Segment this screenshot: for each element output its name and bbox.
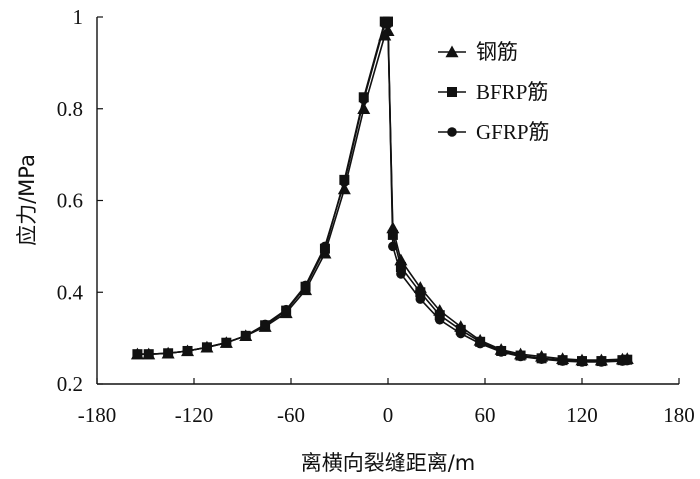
y-tick-label: 0.8 <box>57 97 83 121</box>
data-point <box>300 280 311 291</box>
x-tick-label: 0 <box>383 403 394 427</box>
series-triangle <box>130 24 634 366</box>
data-point <box>536 354 547 365</box>
data-point <box>260 319 270 330</box>
data-point <box>396 269 406 279</box>
legend-label: 钢筋 <box>476 40 518 64</box>
x-tick-label: -180 <box>78 403 117 427</box>
legend-label: GFRP筋 <box>476 120 550 144</box>
data-point <box>240 331 251 341</box>
data-point <box>496 347 506 357</box>
data-point <box>395 262 406 273</box>
data-point <box>415 287 426 298</box>
y-tick-label: 0.6 <box>57 189 83 213</box>
legend-marker <box>445 45 459 58</box>
x-tick-label: -60 <box>277 403 305 427</box>
data-point <box>132 349 143 359</box>
series-line <box>137 23 628 363</box>
series-line <box>137 28 628 361</box>
data-point <box>515 351 526 362</box>
x-tick-label: 180 <box>663 403 695 427</box>
data-point <box>320 241 330 252</box>
legend-marker <box>447 87 457 97</box>
legend-label: BFRP筋 <box>476 80 548 104</box>
x-tick-label: -120 <box>175 403 214 427</box>
data-point <box>221 337 232 348</box>
series-circle <box>132 19 633 367</box>
data-point <box>143 349 154 359</box>
data-point <box>596 357 607 367</box>
data-point <box>383 19 393 29</box>
series-square <box>132 16 633 367</box>
legend-marker <box>447 127 457 137</box>
data-point <box>202 342 212 353</box>
data-point <box>557 356 568 366</box>
data-point <box>281 304 291 315</box>
data-point <box>622 355 633 366</box>
y-axis-title: 应力/MPa <box>15 154 39 246</box>
x-tick-label: 120 <box>566 403 598 427</box>
data-point <box>358 94 369 105</box>
x-tick-label: 60 <box>475 403 496 427</box>
data-point <box>388 241 398 252</box>
series-group <box>130 16 634 367</box>
data-point <box>415 294 426 304</box>
y-tick-label: 1 <box>73 5 84 29</box>
y-tick-label: 0.4 <box>57 280 84 304</box>
data-point <box>577 357 587 367</box>
data-point <box>455 328 466 339</box>
data-point <box>182 346 193 356</box>
series-line <box>137 20 628 362</box>
y-tick-label: 0.2 <box>57 372 83 396</box>
legend: 钢筋 BFRP筋 GFRP筋 <box>438 40 550 144</box>
tick-labels: -180 -120 -60 0 60 120 180 0.2 0.4 0.6 0.8 1 <box>57 5 695 427</box>
data-point <box>163 348 173 359</box>
data-point <box>434 314 445 325</box>
x-axis-title: 离横向裂缝距离/m <box>301 451 476 475</box>
data-point <box>475 338 485 349</box>
data-point <box>339 177 350 187</box>
axes <box>96 16 680 385</box>
